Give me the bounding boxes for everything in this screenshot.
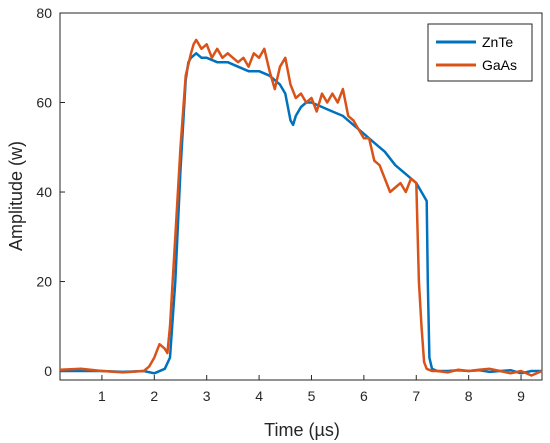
y-tick-label: 0 (44, 363, 52, 379)
legend-label-gaas: GaAs (482, 57, 517, 73)
x-tick-label: 4 (255, 388, 263, 404)
legend-label-zntе: ZnTe (482, 34, 513, 50)
y-tick-label: 20 (36, 274, 52, 290)
x-tick-label: 6 (360, 388, 368, 404)
series-group (59, 38, 543, 377)
x-tick-label: 5 (308, 388, 316, 404)
y-tick-label: 60 (36, 95, 52, 111)
y-tick-label: 80 (36, 5, 52, 21)
x-tick-label: 7 (412, 388, 420, 404)
y-axis-label: Amplitude (w) (6, 141, 26, 251)
x-tick-label: 9 (517, 388, 525, 404)
y-tick-label: 40 (36, 184, 52, 200)
legend-box (427, 23, 533, 82)
axis-ticks: 1 2 3 4 5 6 7 8 9 0 20 40 60 80 (36, 5, 525, 404)
legend: ZnTe GaAs (427, 23, 533, 82)
x-tick-label: 2 (150, 388, 158, 404)
x-tick-label: 1 (98, 388, 106, 404)
x-tick-label: 3 (203, 388, 211, 404)
series-line-gaas (59, 38, 543, 377)
x-axis-label: Time (µs) (264, 420, 340, 440)
x-tick-label: 8 (465, 388, 473, 404)
